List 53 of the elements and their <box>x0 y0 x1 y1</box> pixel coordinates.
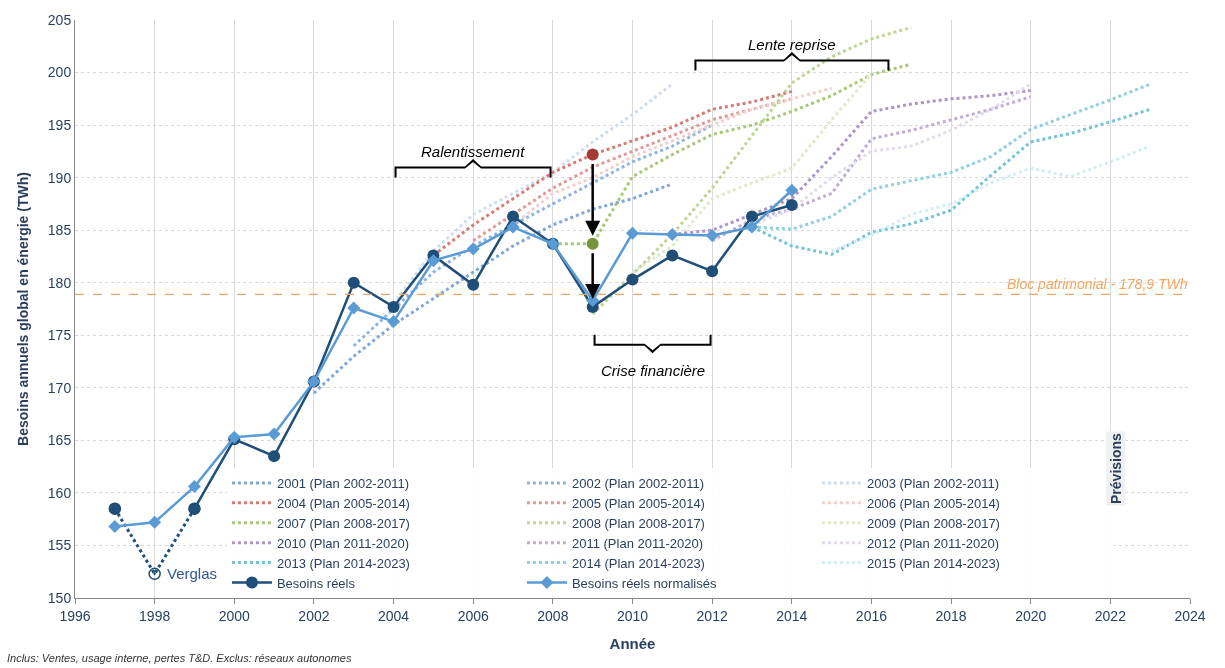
x-tick-label: 2004 <box>377 607 410 624</box>
legend-label: 2007 (Plan 2008-2017) <box>276 515 410 531</box>
x-tick-label: 2006 <box>457 607 489 624</box>
legend-label: 2014 (Plan 2014-2023) <box>571 555 705 571</box>
legend-label: 2004 (Plan 2005-2014) <box>276 495 410 511</box>
x-tick-label: 2002 <box>298 607 330 624</box>
legend-label: 2009 (Plan 2008-2017) <box>866 515 1000 531</box>
legend-label: 2012 (Plan 2011-2020) <box>866 535 999 551</box>
x-tick-label: 2014 <box>776 607 808 624</box>
x-tick-label: 1998 <box>139 607 171 624</box>
legend-label: 2011 (Plan 2011-2020) <box>571 535 704 551</box>
x-tick-label: 2008 <box>537 607 569 624</box>
y-tick-label: 200 <box>47 64 72 81</box>
annotation: Crise financière <box>601 362 706 379</box>
x-tick-label: 2020 <box>1015 607 1047 624</box>
y-tick-label: 165 <box>47 432 72 449</box>
legend-label: Besoins réels <box>276 575 356 591</box>
y-tick-label: 150 <box>47 589 72 606</box>
legend-label: 2003 (Plan 2002-2011) <box>866 476 999 492</box>
legend-label: 2005 (Plan 2005-2014) <box>571 495 705 511</box>
y-tick-label: 175 <box>47 327 72 344</box>
legend-label: 2010 (Plan 2011-2020) <box>276 535 409 551</box>
x-tick-label: 2024 <box>1174 607 1206 624</box>
y-tick-label: 195 <box>47 116 72 133</box>
x-tick-label: 2016 <box>855 607 888 624</box>
y-tick-label: 160 <box>47 484 72 501</box>
x-tick-label: 2022 <box>1094 607 1127 624</box>
ref-line-label: Bloc patrimonial - 178,9 TWh <box>1007 276 1188 292</box>
legend-label: 2006 (Plan 2005-2014) <box>866 495 1000 511</box>
y-axis-title: Besoins annuels global en énergie (TWh) <box>15 172 32 446</box>
annotation: Verglas <box>167 565 218 582</box>
y-tick-label: 190 <box>47 169 72 186</box>
legend-label: 2001 (Plan 2002-2011) <box>276 476 409 492</box>
legend-label: Besoins réels normalisés <box>571 575 717 591</box>
y-tick-label: 180 <box>47 274 72 291</box>
annotation: Lente reprise <box>748 36 836 53</box>
legend-title: Prévisions <box>1107 432 1124 504</box>
x-tick-label: 2000 <box>218 607 251 624</box>
y-tick-label: 170 <box>47 379 72 396</box>
legend-label: 2002 (Plan 2002-2011) <box>571 476 704 492</box>
x-tick-label: 2018 <box>935 607 967 624</box>
y-tick-label: 155 <box>47 537 72 554</box>
x-tick-label: 2012 <box>696 607 728 624</box>
y-tick-label: 185 <box>47 222 72 239</box>
legend-label: 2008 (Plan 2008-2017) <box>571 515 705 531</box>
x-tick-label: 1996 <box>59 607 91 624</box>
annotation: Ralentissement <box>421 143 526 160</box>
x-axis-title: Année <box>609 634 656 652</box>
x-tick-label: 2010 <box>616 607 649 624</box>
text: Inclus: Ventes, usage interne, pertes T&D. Exclus: réseaux autonomes <box>7 652 352 664</box>
legend-label: 2015 (Plan 2014-2023) <box>866 555 1000 571</box>
legend-label: 2013 (Plan 2014-2023) <box>276 555 410 571</box>
y-tick-label: 205 <box>47 11 72 28</box>
